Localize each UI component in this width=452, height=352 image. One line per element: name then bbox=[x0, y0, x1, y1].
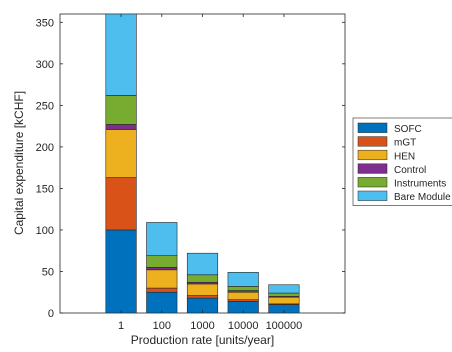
y-axis-ticks: 0 50 100 150 200 250 300 350 bbox=[36, 17, 345, 320]
bar-segment-instruments-100000 bbox=[268, 292, 300, 297]
bar-segment-instruments-10000 bbox=[227, 286, 259, 291]
bar-segment-sofc-100 bbox=[146, 291, 178, 313]
bar-segment-hen-100 bbox=[146, 269, 178, 289]
bar-segment-sofc-1 bbox=[105, 229, 137, 313]
legend-label: Instruments bbox=[394, 179, 446, 190]
y-tick-label: 0 bbox=[48, 308, 54, 320]
legend-swatch bbox=[357, 163, 388, 174]
bar-segment-instruments-1 bbox=[105, 95, 137, 125]
bar-segment-bare-module-10000 bbox=[227, 272, 259, 287]
x-tick-label: 10000 bbox=[228, 320, 259, 332]
legend-swatch bbox=[357, 177, 388, 188]
x-tick-label: 100000 bbox=[266, 320, 303, 332]
y-tick-label: 150 bbox=[36, 183, 54, 195]
bar-segment-bare-module-100 bbox=[146, 222, 178, 256]
x-tick-label: 1000 bbox=[190, 320, 214, 332]
x-axis-ticks: 1 100 1000 10000 100000 bbox=[118, 14, 302, 332]
bar-segment-instruments-1000 bbox=[186, 274, 219, 283]
x-tick-label: 1 bbox=[118, 320, 124, 332]
bar-segment-hen-100000 bbox=[268, 296, 300, 305]
legend-label: HEN bbox=[394, 151, 415, 162]
x-axis-label: Production rate [units/year] bbox=[131, 333, 274, 347]
bar-segment-control-100 bbox=[146, 267, 178, 271]
legend-swatch bbox=[357, 190, 388, 201]
y-tick-label: 250 bbox=[36, 100, 54, 112]
y-axis-label: Capital expenditure [kCHF] bbox=[12, 91, 26, 235]
bar-segment-bare-module-100000 bbox=[268, 284, 300, 294]
y-tick-label: 100 bbox=[36, 225, 54, 237]
legend-label: SOFC bbox=[394, 124, 422, 135]
legend-swatch bbox=[357, 149, 388, 161]
bar-segment-bare-module-1 bbox=[105, 14, 137, 96]
bar-segment-hen-10000 bbox=[227, 291, 259, 301]
bar-segment-mgt-100 bbox=[146, 287, 178, 293]
legend: SOFC mGT HEN Control Instruments Bare Module bbox=[352, 117, 452, 206]
bar-segment-bare-module-1000 bbox=[186, 252, 219, 276]
legend-label: Control bbox=[394, 165, 426, 176]
bar-segment-hen-1000 bbox=[186, 283, 219, 296]
legend-swatch bbox=[357, 136, 388, 147]
y-tick-label: 350 bbox=[36, 17, 54, 29]
y-tick-label: 300 bbox=[36, 59, 54, 71]
y-tick-label: 50 bbox=[42, 266, 54, 278]
legend-label: Bare Module bbox=[394, 192, 451, 203]
x-tick-label: 100 bbox=[153, 320, 171, 332]
bar-segment-mgt-1 bbox=[105, 177, 137, 231]
bar-segment-hen-1 bbox=[105, 129, 137, 178]
bar-segment-control-1 bbox=[105, 124, 137, 130]
legend-swatch bbox=[357, 122, 388, 133]
y-tick-label: 200 bbox=[36, 142, 54, 154]
bar-segment-instruments-100 bbox=[146, 255, 178, 268]
bar-segment-mgt-1000 bbox=[186, 295, 219, 299]
legend-label: mGT bbox=[394, 138, 416, 149]
bar-stacks bbox=[105, 14, 300, 313]
